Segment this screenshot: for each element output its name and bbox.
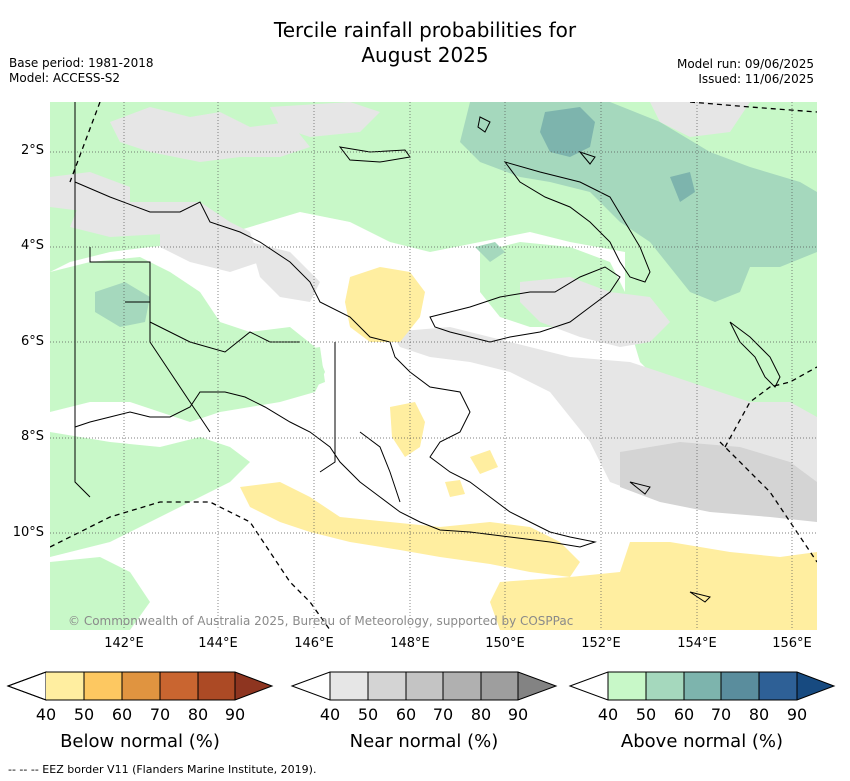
rainfall-map <box>50 102 817 630</box>
colorbar-above <box>568 671 836 701</box>
lon-label-150e: 150°E <box>485 636 525 651</box>
base-period: Base period: 1981-2018 <box>9 56 154 70</box>
title-line-2: August 2025 <box>361 43 489 67</box>
above-normal-60-regions <box>540 107 695 202</box>
lat-label-10s: 10°S <box>12 525 44 540</box>
below-tick-60: 60 <box>111 705 133 724</box>
above-swatch-1 <box>608 672 646 700</box>
near-swatch-3 <box>406 672 443 700</box>
above-tick-70: 70 <box>710 705 732 724</box>
lon-label-142e: 142°E <box>104 636 144 651</box>
below-extend-low <box>6 671 47 701</box>
below-tick-90: 90 <box>224 705 246 724</box>
lat-label-4s: 4°S <box>20 238 44 253</box>
model-run: Model run: 09/06/2025 <box>676 57 814 71</box>
below-tick-70: 70 <box>149 705 171 724</box>
below-swatch-4 <box>160 672 198 700</box>
near-swatch-4 <box>443 672 481 700</box>
lon-label-146e: 146°E <box>294 636 334 651</box>
near-extend-low <box>292 672 330 700</box>
above-swatch-3 <box>684 672 721 700</box>
above-tick-60: 60 <box>673 705 695 724</box>
meta-left: Base period: 1981-2018 Model: ACCESS-S2 <box>9 56 154 86</box>
eez-borders <box>50 102 817 630</box>
lat-label-2s: 2°S <box>20 143 44 158</box>
above-tick-40: 40 <box>597 705 619 724</box>
below-normal-title: Below normal (%) <box>60 731 220 752</box>
above-swatch-2 <box>646 672 684 700</box>
below-tick-80: 80 <box>187 705 209 724</box>
near-tick-50: 50 <box>357 705 379 724</box>
colorbar-near <box>290 671 558 701</box>
map-title: Tercile rainfall probabilities for Augus… <box>0 18 850 68</box>
below-swatch-3 <box>122 672 160 700</box>
copyright-notice: © Commonwealth of Australia 2025, Bureau… <box>68 614 574 628</box>
near-tick-80: 80 <box>470 705 492 724</box>
near-tick-70: 70 <box>432 705 454 724</box>
model-name: Model: ACCESS-S2 <box>9 71 121 85</box>
above-tick-50: 50 <box>635 705 657 724</box>
near-swatch-2 <box>368 672 406 700</box>
lat-label-6s: 6°S <box>20 334 44 349</box>
near-tick-60: 60 <box>395 705 417 724</box>
lon-label-154e: 154°E <box>677 636 717 651</box>
below-swatch-1 <box>46 672 84 700</box>
below-tick-50: 50 <box>73 705 95 724</box>
lon-label-148e: 148°E <box>390 636 430 651</box>
above-extend-low <box>570 672 608 700</box>
near-normal-regions <box>50 102 817 522</box>
lon-label-156e: 156°E <box>772 636 812 651</box>
issued-date: Issued: 11/06/2025 <box>698 72 814 86</box>
below-extend-high <box>235 672 272 700</box>
near-tick-40: 40 <box>319 705 341 724</box>
eez-footnote: -- -- -- EEZ border V11 (Flanders Marine… <box>8 763 317 776</box>
colorbars <box>6 671 836 701</box>
lon-label-152e: 152°E <box>581 636 621 651</box>
lon-label-144e: 144°E <box>198 636 238 651</box>
below-normal-regions <box>240 267 817 630</box>
below-swatch-5 <box>198 672 235 700</box>
meta-right: Model run: 09/06/2025 Issued: 11/06/2025 <box>677 57 814 87</box>
near-normal-title: Near normal (%) <box>349 731 499 752</box>
near-extend-high <box>518 672 556 700</box>
above-swatch-4 <box>721 672 759 700</box>
near-swatch-1 <box>330 672 368 700</box>
below-tick-40: 40 <box>35 705 57 724</box>
colorbar-below <box>6 671 274 701</box>
above-extend-high <box>797 672 834 700</box>
above-normal-title: Above normal (%) <box>620 731 784 752</box>
below-swatch-2 <box>84 672 122 700</box>
near-tick-90: 90 <box>507 705 529 724</box>
above-tick-90: 90 <box>786 705 808 724</box>
grid-lines <box>50 102 817 630</box>
lat-label-8s: 8°S <box>20 429 44 444</box>
above-swatch-5 <box>759 672 797 700</box>
above-normal-50-regions <box>95 102 817 327</box>
boundaries <box>74 102 401 503</box>
near-swatch-5 <box>481 672 518 700</box>
above-tick-80: 80 <box>748 705 770 724</box>
title-line-1: Tercile rainfall probabilities for <box>273 18 577 42</box>
